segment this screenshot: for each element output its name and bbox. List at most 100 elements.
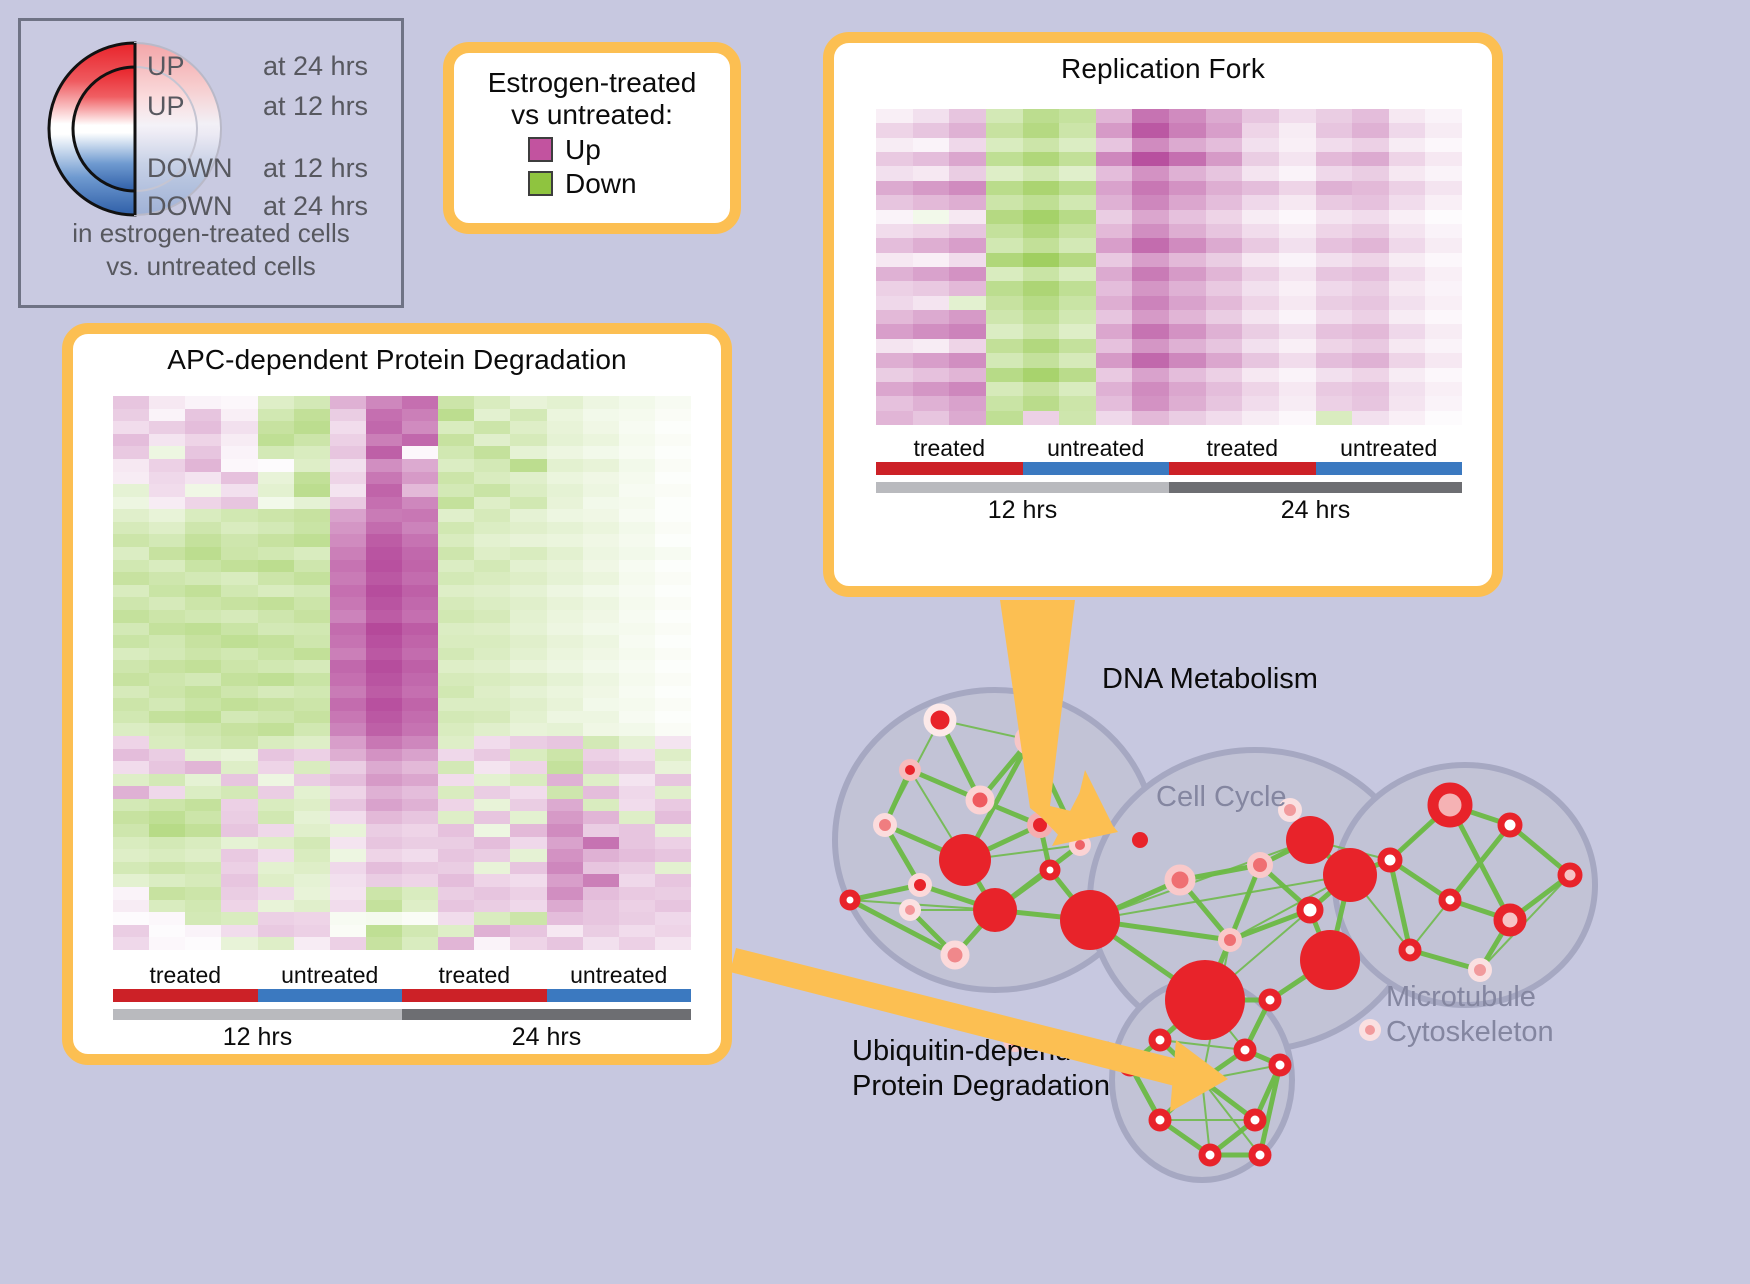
heatmap-cell <box>510 798 547 812</box>
heatmap-cell <box>510 597 547 611</box>
heatmap-cell <box>221 534 258 548</box>
heatmap-cell <box>221 446 258 459</box>
heatmap-cell <box>474 824 511 837</box>
heatmap-cell <box>1169 310 1206 325</box>
heatmap-cell <box>985 396 1023 411</box>
heatmap-cell <box>618 710 655 724</box>
heatmap-cell <box>949 324 986 339</box>
heatmap-cell <box>654 446 691 459</box>
heatmap-cell <box>293 660 330 673</box>
heatmap-cell <box>329 421 366 434</box>
heatmap-cell <box>582 874 619 888</box>
heatmap-cell <box>402 786 439 799</box>
heatmap-cell <box>329 849 366 862</box>
heatmap-cell <box>185 723 222 736</box>
heatmap-cell <box>1388 266 1426 282</box>
heatmap-cell <box>618 559 655 573</box>
heatmap-cell <box>510 899 547 913</box>
heatmap-cell <box>1352 252 1389 267</box>
heatmap-cell <box>365 635 402 648</box>
heatmap-cell <box>876 353 913 368</box>
heatmap-cell <box>149 735 186 749</box>
heatmap-cell <box>474 685 511 699</box>
heatmap-cell <box>113 861 150 875</box>
heatmap-cell <box>221 735 258 749</box>
heatmap-cell <box>257 534 294 548</box>
heatmap-cell <box>912 180 950 196</box>
heatmap-cell <box>546 773 583 787</box>
heatmap-cell <box>876 396 913 411</box>
heatmap-cell <box>474 396 511 409</box>
network-node <box>1359 1019 1381 1041</box>
heatmap-cell <box>221 748 258 762</box>
network-node <box>1438 888 1462 912</box>
apc-treatment-seg-1 <box>257 989 402 1002</box>
heatmap-cell <box>293 547 330 560</box>
heatmap-cell <box>876 252 913 267</box>
heatmap-cell <box>1205 310 1243 325</box>
heatmap-cell <box>329 924 366 938</box>
heatmap-cell <box>1352 137 1389 153</box>
heatmap-cell <box>618 773 655 787</box>
heatmap-cell <box>654 534 691 548</box>
heatmap-cell <box>654 811 691 825</box>
heatmap-cell <box>1425 238 1462 253</box>
heatmap-cell <box>510 836 547 850</box>
heatmap-cell <box>510 735 547 749</box>
heatmap-cell <box>1095 152 1133 167</box>
heatmap-cell <box>582 408 619 422</box>
heatmap-cell <box>474 735 511 749</box>
heatmap-cell <box>185 597 222 611</box>
heatmap-cell <box>149 874 186 888</box>
heatmap-cell <box>293 622 330 636</box>
rf-time-label-0: 12 hrs <box>987 496 1058 524</box>
heatmap-cell <box>185 521 222 535</box>
heatmap-cell <box>365 874 402 888</box>
heatmap-cell <box>654 698 691 711</box>
heatmap-cell <box>474 723 511 736</box>
apc-time-labels: 12 hrs 24 hrs <box>113 1023 691 1052</box>
heatmap-cell <box>365 496 402 510</box>
heatmap-cell <box>257 509 294 522</box>
heatmap-cell <box>582 559 619 573</box>
heatmap-cell <box>1352 295 1389 311</box>
heatmap-cell <box>185 710 222 724</box>
heatmap-cell <box>257 647 294 661</box>
heatmap-cell <box>1205 396 1243 411</box>
heatmap-cell <box>510 622 547 636</box>
heatmap-cell <box>1132 381 1169 397</box>
heatmap-cell <box>1022 338 1060 354</box>
heatmap-cell <box>329 735 366 749</box>
heatmap-cell <box>510 408 547 422</box>
heatmap-cell <box>293 496 330 510</box>
heatmap-cell <box>365 912 402 925</box>
heatmap-cell <box>402 421 439 434</box>
heatmap-cell <box>149 685 186 699</box>
heatmap-cell <box>1132 338 1169 354</box>
apc-degradation-panel: APC-dependent Protein Degradation treate… <box>62 323 732 1065</box>
heatmap-cell <box>618 647 655 661</box>
heatmap-cell <box>329 836 366 850</box>
apc-treatment-seg-3 <box>546 989 691 1002</box>
heatmap-cell <box>1315 367 1353 382</box>
heatmap-cell <box>221 786 258 799</box>
heatmap-cell <box>618 610 655 623</box>
legend-item-down: Down <box>528 168 730 200</box>
heatmap-cell <box>365 458 402 472</box>
heatmap-cell <box>1095 396 1133 411</box>
rf-time-seg-24 <box>1169 482 1462 493</box>
cluster-label-dna-metabolism: DNA Metabolism <box>1102 663 1318 695</box>
legend-title: Estrogen-treated vs untreated: <box>454 67 730 132</box>
heatmap-cell <box>185 786 222 799</box>
heatmap-cell <box>510 811 547 825</box>
heatmap-cell <box>293 685 330 699</box>
heatmap-cell <box>1169 295 1206 311</box>
pathway-network-diagram: DNA Metabolism Cell Cycle Microtubule Cy… <box>790 610 1750 1279</box>
heatmap-cell <box>474 484 511 497</box>
heatmap-cell <box>546 534 583 548</box>
heatmap-cell <box>257 723 294 736</box>
heatmap-cell <box>329 496 366 510</box>
heatmap-cell <box>618 421 655 434</box>
heatmap-cell <box>329 685 366 699</box>
